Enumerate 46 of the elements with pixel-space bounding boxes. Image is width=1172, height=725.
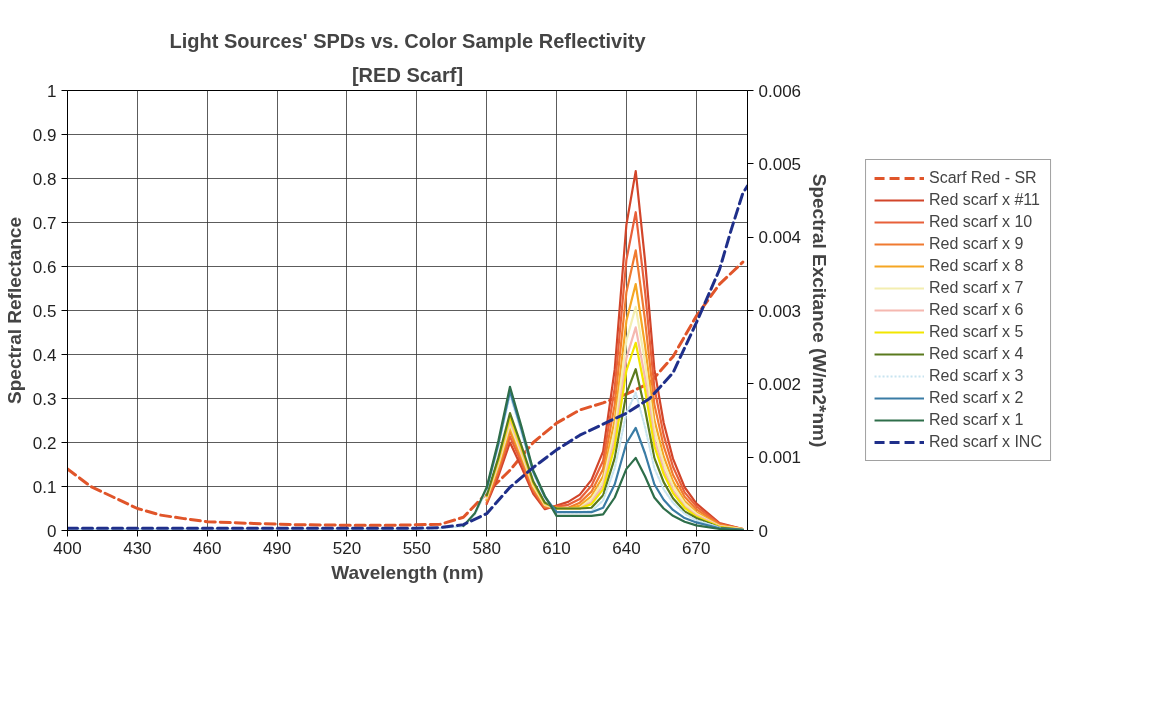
x-tick-label: 640 — [612, 538, 641, 558]
y-tick-label: 0.7 — [32, 213, 57, 233]
y2-tick-label: 0.006 — [758, 81, 802, 101]
x-tick-label: 670 — [682, 538, 711, 558]
y-tick-label: 0.6 — [32, 257, 57, 277]
legend-label: Red scarf x 7 — [929, 278, 1024, 298]
legend-label: Red scarf x 8 — [929, 256, 1024, 276]
y2-axis-title: Spectral Excitance (W/m2*nm) — [809, 173, 831, 448]
chart-title: Light Sources' SPDs vs. Color Sample Reflectivity — [169, 29, 647, 52]
legend-label: Red scarf x 5 — [929, 322, 1024, 342]
legend-label: Red scarf x 9 — [929, 234, 1024, 254]
legend-label: Red scarf x 10 — [929, 212, 1033, 232]
chart-subtitle: [RED Scarf] — [351, 63, 464, 86]
x-axis-title: Wavelength (nm) — [331, 561, 484, 583]
y-tick-label: 1 — [47, 81, 57, 101]
y-tick-label: 0.8 — [32, 169, 57, 189]
x-tick-label: 430 — [123, 538, 152, 558]
y-tick-label: 0.2 — [32, 433, 57, 453]
legend-label: Red scarf x #11 — [929, 190, 1040, 210]
x-tick-label: 460 — [193, 538, 222, 558]
y-tick-label: 0.1 — [32, 477, 57, 497]
x-tick-label: 550 — [402, 538, 432, 558]
legend-label: Red scarf x INC — [929, 432, 1042, 452]
y2-tick-label: 0.004 — [758, 228, 802, 248]
legend-label: Scarf Red - SR — [929, 168, 1037, 188]
y2-tick-label: 0.005 — [758, 154, 802, 174]
y-tick-label: 0.4 — [32, 345, 57, 365]
y-tick-label: 0.9 — [32, 125, 57, 145]
legend-label: Red scarf x 3 — [929, 366, 1024, 386]
legend-label: Red scarf x 2 — [929, 388, 1024, 408]
y2-tick-label: 0.003 — [758, 301, 802, 321]
y-tick-label: 0 — [47, 521, 57, 541]
legend-label: Red scarf x 4 — [929, 344, 1024, 364]
y2-tick-label: 0 — [758, 521, 768, 541]
y2-tick-label: 0.002 — [758, 374, 802, 394]
x-tick-label: 400 — [53, 538, 82, 558]
y-axis-title: Spectral Reflectance — [3, 217, 25, 404]
x-tick-label: 490 — [262, 538, 292, 558]
y-tick-label: 0.3 — [32, 389, 57, 409]
legend-label: Red scarf x 1 — [929, 410, 1024, 430]
legend-label: Red scarf x 6 — [929, 300, 1024, 320]
x-tick-label: 610 — [542, 538, 571, 558]
x-tick-label: 520 — [332, 538, 362, 558]
x-tick-label: 580 — [472, 538, 501, 558]
y-tick-label: 0.5 — [32, 301, 57, 321]
y2-tick-label: 0.001 — [758, 448, 802, 468]
